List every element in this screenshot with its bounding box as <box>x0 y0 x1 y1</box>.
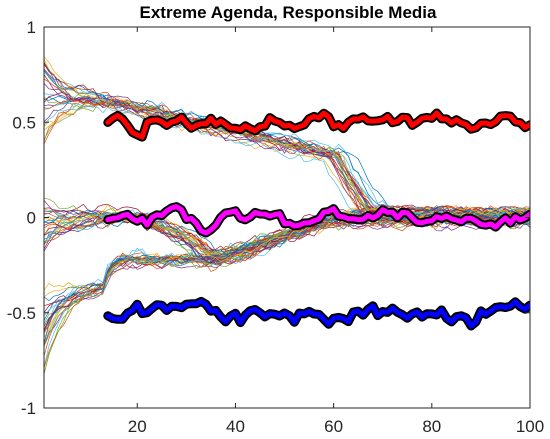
agent-trajectory <box>44 215 530 369</box>
agent-trajectory <box>44 78 530 214</box>
chart-title: Extreme Agenda, Responsible Media <box>140 3 437 22</box>
y-tick-label: 0.5 <box>12 113 36 132</box>
media-series-line-1 <box>105 204 530 236</box>
x-tick-label: 100 <box>516 417 544 436</box>
x-tick-label: 20 <box>128 417 147 436</box>
x-tick-label: 60 <box>324 417 343 436</box>
y-tick-label: -1 <box>21 399 36 418</box>
media-series-line-0 <box>105 110 530 140</box>
x-tick-label: 80 <box>422 417 441 436</box>
y-tick-label: 0 <box>27 209 36 228</box>
plot-area <box>44 56 530 375</box>
x-tick-label: 40 <box>226 417 245 436</box>
y-tick-label: -0.5 <box>7 304 36 323</box>
axes: 20 40 60 80 100 -1 -0.5 0 0.5 1 <box>7 18 544 436</box>
agent-trajectory <box>44 63 530 216</box>
y-tick-label: 1 <box>27 18 36 37</box>
media-series-line-2 <box>105 298 530 329</box>
